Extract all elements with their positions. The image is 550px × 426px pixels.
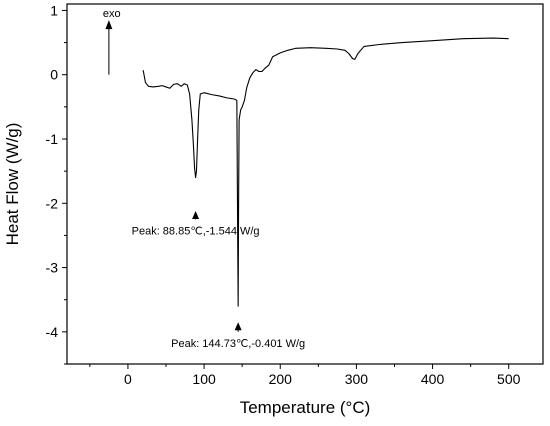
- x-axis-title: Temperature (°C): [240, 398, 371, 417]
- peak-arrow-1-head: [192, 211, 200, 219]
- x-axis-ticks: 0 100 200 300 400 500: [89, 364, 521, 387]
- plot-area-frame: [66, 3, 544, 365]
- peak-label-2: Peak: 144.73℃,-0.401 W/g: [171, 338, 305, 350]
- x-tick-label: 500: [497, 371, 521, 387]
- y-tick-label: 0: [50, 67, 58, 83]
- y-tick-label: -1: [46, 131, 59, 147]
- peak-label-1: Peak: 88.85℃,-1.544 W/g: [132, 225, 260, 237]
- annotation-layer: Peak: 88.85℃,-1.544 W/g Peak: 144.73℃,-0.…: [103, 8, 305, 350]
- x-tick-label: 0: [124, 371, 132, 387]
- peak-arrow-2-head: [234, 322, 242, 331]
- x-tick-label: 400: [421, 371, 445, 387]
- y-axis-title: Heat Flow (W/g): [3, 123, 22, 246]
- y-axis-ticks: 1 0 -1 -2 -3 -4: [46, 2, 67, 365]
- series-layer: [142, 37, 509, 307]
- y-tick-label: -4: [46, 324, 59, 340]
- y-tick-label: 1: [50, 2, 58, 18]
- y-tick-label: -3: [46, 260, 59, 276]
- heat-flow-line: [142, 37, 509, 307]
- exo-arrow-head: [105, 20, 113, 30]
- exo-label: exo: [103, 8, 121, 20]
- y-tick-label: -2: [46, 195, 59, 211]
- x-tick-label: 300: [345, 371, 369, 387]
- x-tick-label: 200: [269, 371, 293, 387]
- x-tick-label: 100: [192, 371, 216, 387]
